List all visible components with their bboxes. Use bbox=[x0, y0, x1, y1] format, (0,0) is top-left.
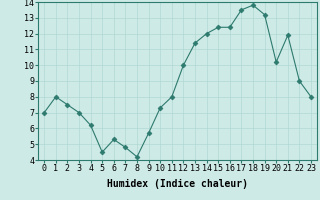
X-axis label: Humidex (Indice chaleur): Humidex (Indice chaleur) bbox=[107, 179, 248, 189]
